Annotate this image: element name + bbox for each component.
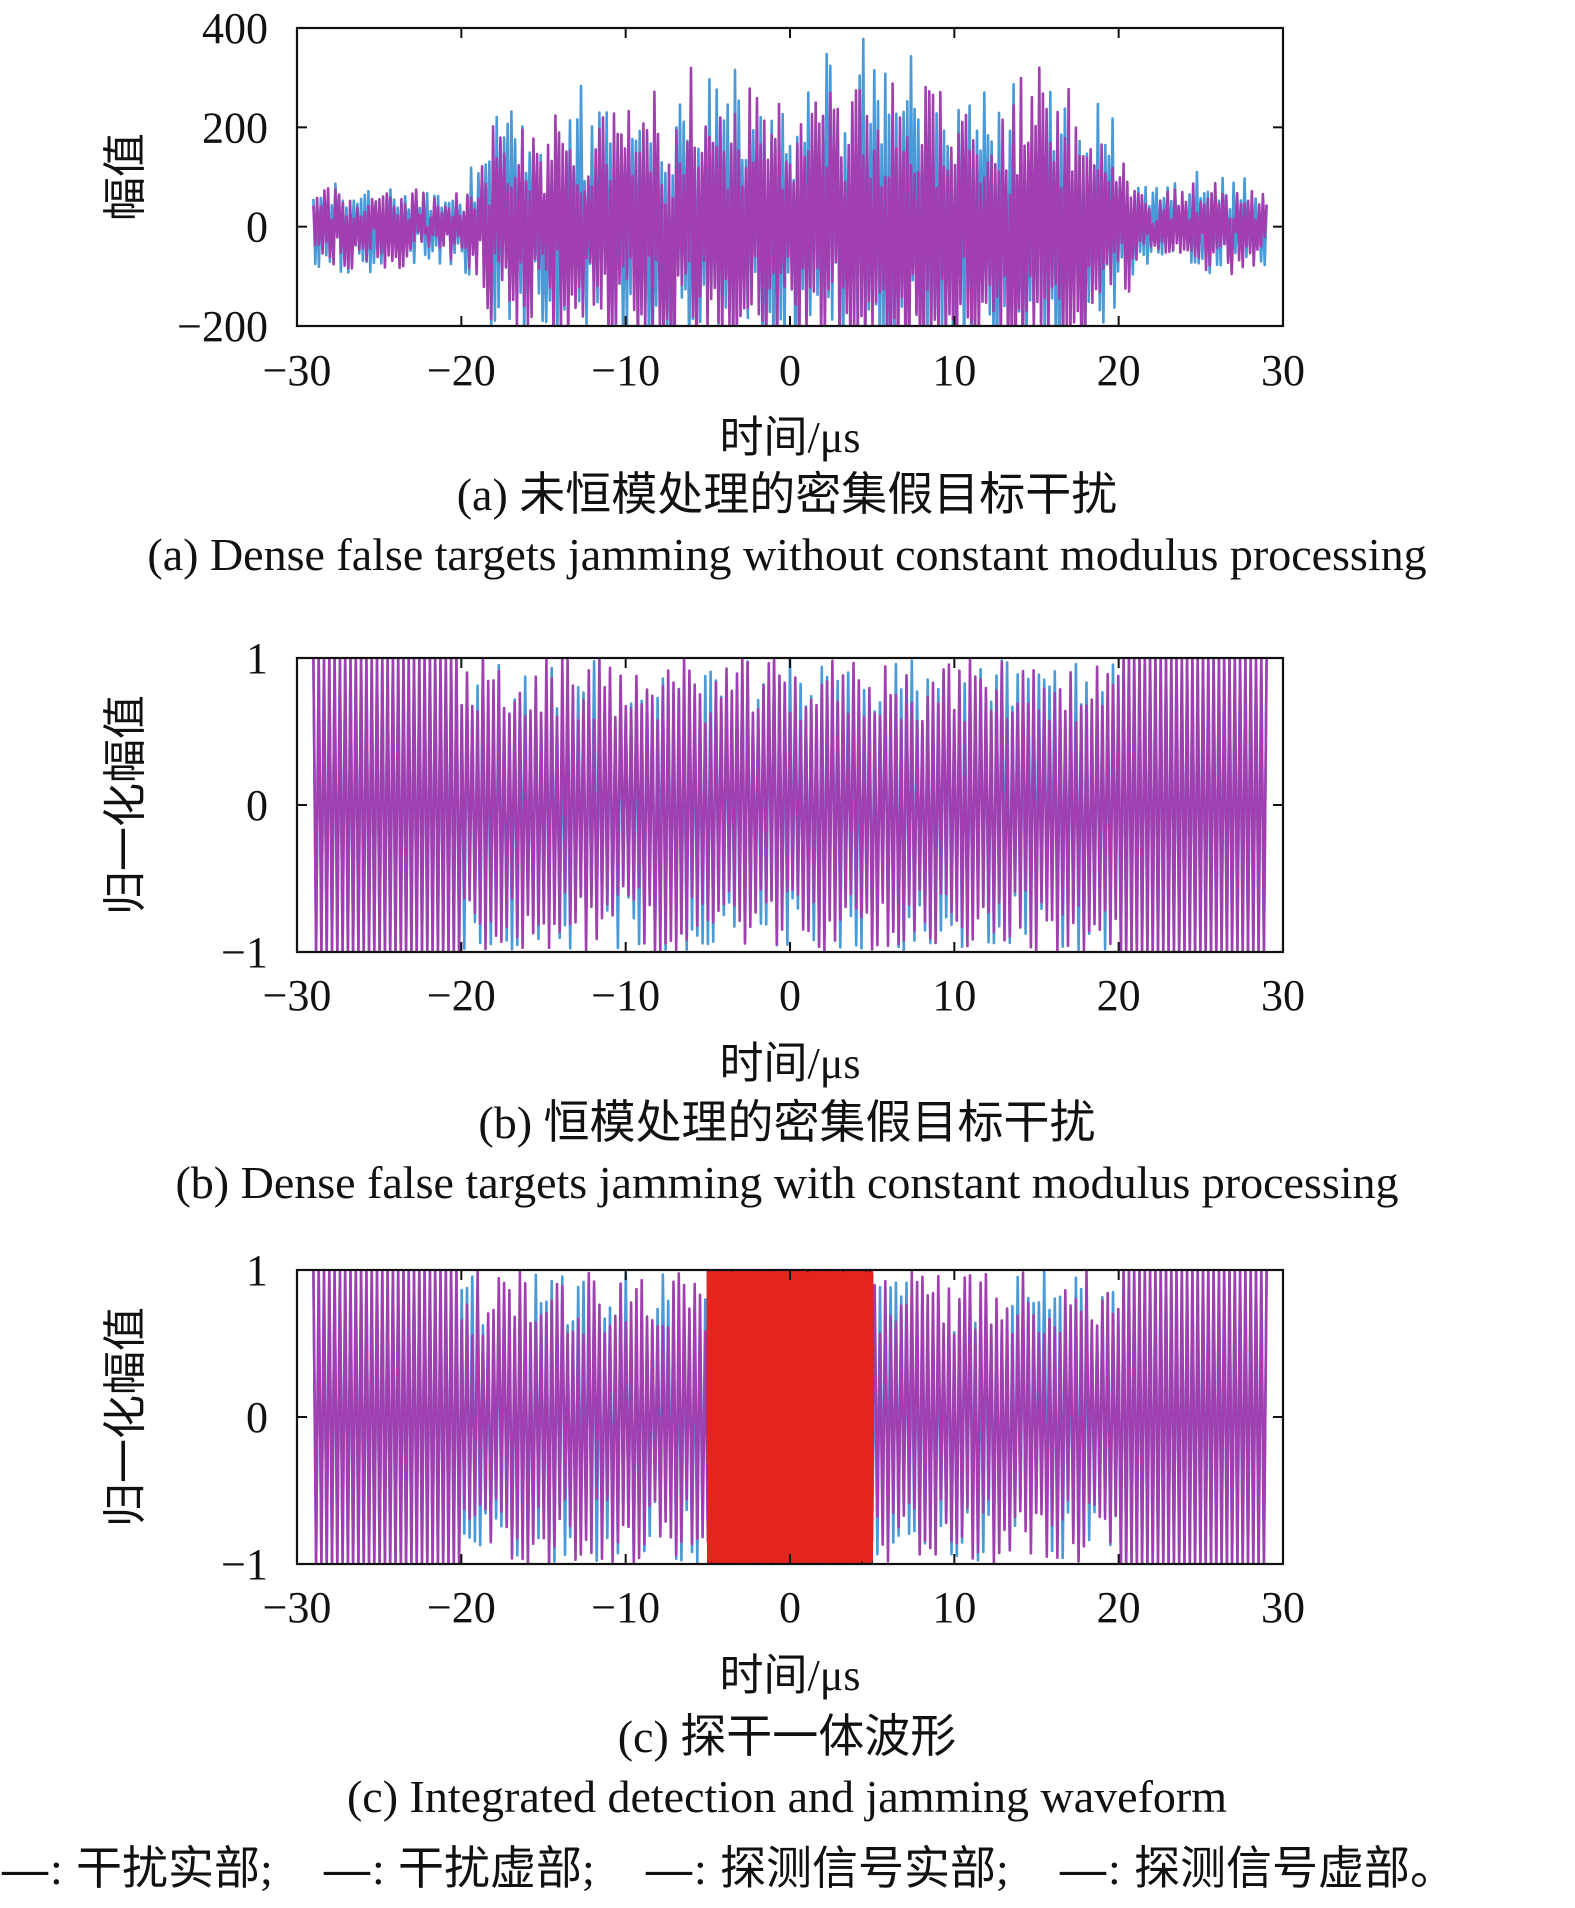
- legend-label-3: 探测信号虚部。: [1134, 1843, 1456, 1894]
- caption-en: (a) Dense false targets jamming without …: [147, 529, 1426, 580]
- x-tick-label: −30: [263, 1583, 332, 1632]
- series-line-b-1: [312, 658, 1268, 952]
- x-tick-label: 0: [779, 346, 801, 395]
- y-tick-label: 400: [202, 4, 268, 53]
- caption-cn: (b) 恒模处理的密集假目标干扰: [478, 1097, 1095, 1148]
- x-axis-label: 时间/μs: [720, 413, 861, 462]
- series-line-c-3: [706, 1270, 874, 1564]
- y-axis-label: 归一化幅值: [101, 695, 150, 915]
- x-tick-label: 0: [779, 971, 801, 1020]
- plot-area-a: [312, 37, 1268, 326]
- y-axis-label: 幅值: [101, 133, 150, 221]
- y-tick-label: 200: [202, 103, 268, 152]
- x-tick-label: −30: [263, 971, 332, 1020]
- caption-cn: (c) 探干一体波形: [618, 1711, 957, 1762]
- caption-en: (c) Integrated detection and jamming wav…: [347, 1771, 1227, 1822]
- y-tick-label: 0: [246, 203, 268, 252]
- y-tick-label: −200: [177, 302, 268, 351]
- x-tick-label: −10: [591, 971, 660, 1020]
- plot-area-b: [312, 658, 1268, 952]
- x-axis-label: 时间/μs: [720, 1651, 861, 1700]
- x-tick-label: 30: [1261, 1583, 1305, 1632]
- x-tick-label: 30: [1261, 971, 1305, 1020]
- x-tick-label: 20: [1097, 971, 1141, 1020]
- x-tick-label: −30: [263, 346, 332, 395]
- y-tick-label: 1: [246, 634, 268, 683]
- caption-cn: (a) 未恒模处理的密集假目标干扰: [457, 469, 1118, 520]
- legend-swatch-2: —: [645, 1843, 693, 1894]
- y-tick-label: 0: [246, 1393, 268, 1442]
- caption-en: (b) Dense false targets jamming with con…: [175, 1157, 1398, 1208]
- x-tick-label: −10: [591, 1583, 660, 1632]
- legend-swatch-0: —: [1, 1843, 49, 1894]
- legend-separator: :: [50, 1843, 63, 1894]
- x-tick-label: −20: [427, 346, 496, 395]
- y-tick-label: 1: [246, 1246, 268, 1295]
- x-tick-label: 20: [1097, 346, 1141, 395]
- series-line-a-1: [312, 66, 1268, 326]
- legend-separator: :: [1108, 1843, 1121, 1894]
- y-axis-label: 归一化幅值: [101, 1307, 150, 1527]
- y-tick-label: −1: [221, 928, 268, 977]
- x-tick-label: 10: [932, 1583, 976, 1632]
- x-tick-label: 0: [779, 1583, 801, 1632]
- x-tick-label: −20: [427, 971, 496, 1020]
- plot-area-c: [312, 1270, 1268, 1564]
- chart-panel-a: −30 −20 −10 0 10 20 30 −200 0 200 400 时间/μs 幅值 (a) 未恒…: [101, 4, 1427, 580]
- legend-swatch-3: —: [1059, 1843, 1107, 1894]
- x-tick-label: 10: [932, 346, 976, 395]
- legend-label-0: 干扰实部;: [76, 1843, 273, 1894]
- x-axis-label: 时间/μs: [720, 1039, 861, 1088]
- x-tick-label: 20: [1097, 1583, 1141, 1632]
- legend-separator: :: [372, 1843, 385, 1894]
- x-tick-label: −10: [591, 346, 660, 395]
- y-tick-label: 0: [246, 781, 268, 830]
- legend-label-1: 干扰虚部;: [398, 1843, 595, 1894]
- legend-separator: :: [694, 1843, 707, 1894]
- x-tick-label: 10: [932, 971, 976, 1020]
- y-tick-label: −1: [221, 1540, 268, 1589]
- x-tick-label: −20: [427, 1583, 496, 1632]
- legend: —: 干扰实部; —: 干扰虚部; —: 探测信号实部; —: 探测信号虚部。: [1, 1843, 1456, 1894]
- legend-swatch-1: —: [323, 1843, 371, 1894]
- x-tick-label: 30: [1261, 346, 1305, 395]
- legend-label-2: 探测信号实部;: [720, 1843, 1009, 1894]
